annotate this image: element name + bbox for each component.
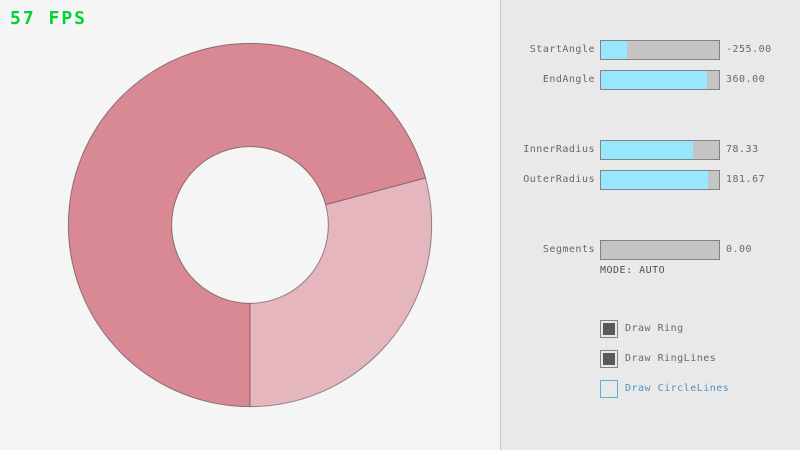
draw-ringlines-checkbox[interactable] <box>600 350 618 368</box>
draw-circlelines-label: Draw CircleLines <box>625 383 730 394</box>
slider-row: StartAngle -255.00 <box>0 40 800 60</box>
ring-start-angle-line <box>325 177 426 206</box>
mode-label: MODE: AUTO <box>600 265 666 276</box>
segments-slider[interactable] <box>600 240 720 260</box>
inner-radius-label: InnerRadius <box>523 144 595 155</box>
segments-value: 0.00 <box>726 244 753 255</box>
end-angle-slider[interactable] <box>600 70 720 90</box>
slider-fill <box>601 71 708 89</box>
checkbox-row: Draw CircleLines <box>0 380 800 398</box>
ring-chart <box>67 42 433 408</box>
checkbox-row: Draw Ring <box>0 320 800 338</box>
draw-ring-checkbox[interactable] <box>600 320 618 338</box>
ring-single-sector <box>250 177 432 407</box>
draw-ring-label: Draw Ring <box>625 323 684 334</box>
inner-radius-value: 78.33 <box>726 144 759 155</box>
outer-radius-value: 181.67 <box>726 174 766 185</box>
ring-outer-outline <box>67 42 433 408</box>
segments-label: Segments <box>542 244 595 255</box>
ring-overlap-sector <box>68 43 426 407</box>
ring-inner-outline <box>171 146 329 304</box>
slider-row: OuterRadius 181.67 <box>0 170 800 190</box>
fps-counter: 57 FPS <box>10 8 88 29</box>
start-angle-value: -255.00 <box>726 44 772 55</box>
end-angle-label: EndAngle <box>542 74 595 85</box>
draw-ringlines-label: Draw RingLines <box>625 353 717 364</box>
end-angle-value: 360.00 <box>726 74 766 85</box>
checkbox-row: Draw RingLines <box>0 350 800 368</box>
slider-row: InnerRadius 78.33 <box>0 140 800 160</box>
inner-radius-slider[interactable] <box>600 140 720 160</box>
slider-fill <box>601 41 627 59</box>
start-angle-slider[interactable] <box>600 40 720 60</box>
slider-row: Segments 0.00 <box>0 240 800 260</box>
outer-radius-slider[interactable] <box>600 170 720 190</box>
slider-row: EndAngle 360.00 <box>0 70 800 90</box>
start-angle-label: StartAngle <box>529 44 595 55</box>
slider-fill <box>601 141 694 159</box>
outer-radius-label: OuterRadius <box>523 174 595 185</box>
draw-circlelines-checkbox[interactable] <box>600 380 618 398</box>
slider-fill <box>601 171 709 189</box>
